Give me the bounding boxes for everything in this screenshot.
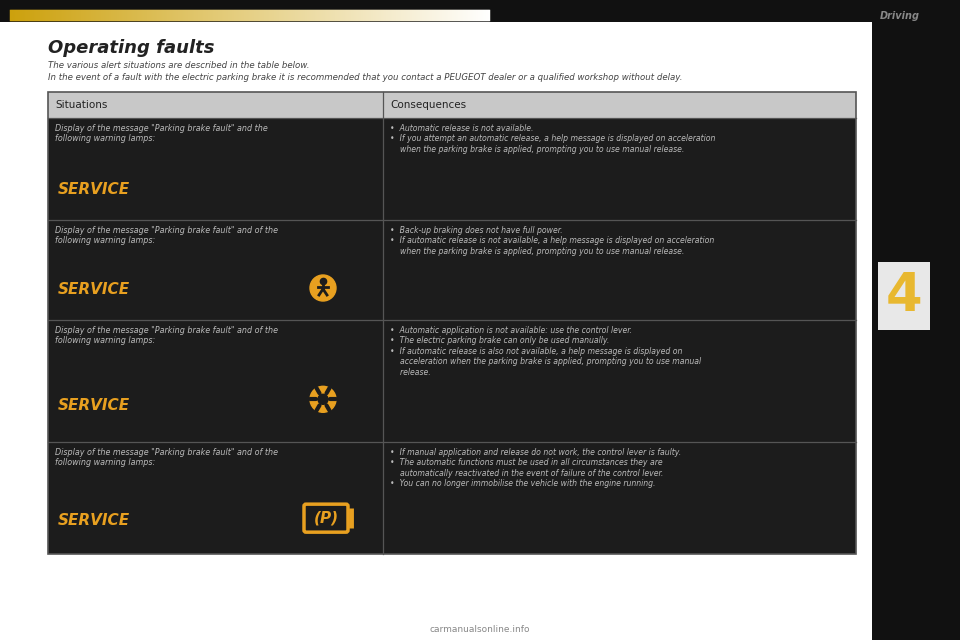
- Bar: [878, 262, 930, 330]
- Text: SERVICE: SERVICE: [58, 398, 131, 413]
- Text: Display of the message "Parking brake fault" and of the
following warning lamps:: Display of the message "Parking brake fa…: [55, 448, 278, 467]
- Text: Consequences: Consequences: [390, 100, 467, 110]
- Text: Display of the message "Parking brake fault" and the
following warning lamps:: Display of the message "Parking brake fa…: [55, 124, 268, 143]
- Text: •  If manual application and release do not work, the control lever is faulty.
•: • If manual application and release do n…: [390, 448, 682, 488]
- Text: SERVICE: SERVICE: [58, 513, 131, 528]
- Text: SERVICE: SERVICE: [58, 182, 131, 197]
- Text: In the event of a fault with the electric parking brake it is recommended that y: In the event of a fault with the electri…: [48, 72, 683, 81]
- Text: The various alert situations are described in the table below.: The various alert situations are describ…: [48, 61, 309, 70]
- Text: carmanualsonline.info: carmanualsonline.info: [430, 625, 530, 634]
- Text: Situations: Situations: [55, 100, 108, 110]
- Bar: [48, 442, 383, 554]
- Circle shape: [310, 387, 336, 412]
- Text: Driving: Driving: [880, 11, 920, 21]
- Circle shape: [318, 394, 328, 404]
- Text: SERVICE: SERVICE: [58, 282, 131, 298]
- Bar: [383, 442, 856, 554]
- Text: Display of the message "Parking brake fault" and of the
following warning lamps:: Display of the message "Parking brake fa…: [55, 326, 278, 346]
- Bar: [0, 0, 960, 22]
- Circle shape: [310, 275, 336, 301]
- Text: •  Back-up braking does not have full power.
•  If automatic release is not avai: • Back-up braking does not have full pow…: [390, 226, 714, 256]
- Text: •  Automatic application is not available: use the control lever.
•  The electri: • Automatic application is not available…: [390, 326, 701, 376]
- Bar: [48, 92, 856, 554]
- Bar: [48, 118, 383, 220]
- Text: Display of the message "Parking brake fault" and of the
following warning lamps:: Display of the message "Parking brake fa…: [55, 226, 278, 245]
- Bar: [48, 320, 383, 442]
- Text: 4: 4: [886, 270, 923, 322]
- Bar: [383, 320, 856, 442]
- Bar: [383, 118, 856, 220]
- Bar: [383, 220, 856, 320]
- Text: (P): (P): [313, 511, 339, 525]
- Bar: [48, 92, 856, 118]
- Text: •  Automatic release is not available.
•  If you attempt an automatic release, a: • Automatic release is not available. • …: [390, 124, 715, 154]
- Bar: [48, 220, 383, 320]
- Text: Operating faults: Operating faults: [48, 39, 214, 57]
